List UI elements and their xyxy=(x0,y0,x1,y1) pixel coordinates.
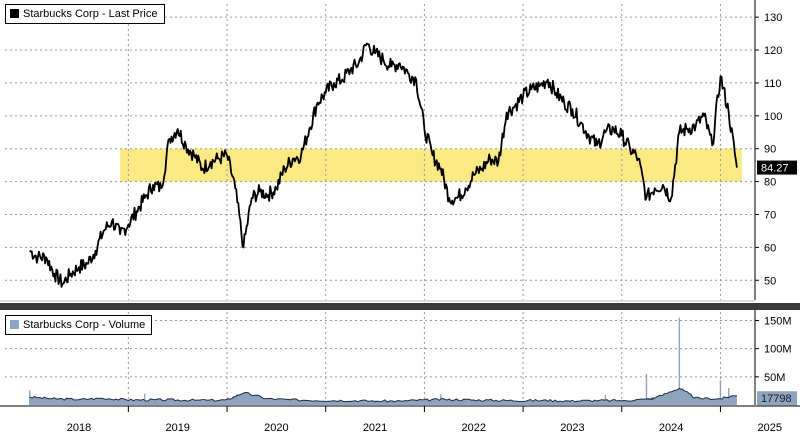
price-y-tick-label: 60 xyxy=(764,242,776,254)
price-y-tick-label: 100 xyxy=(764,111,782,123)
panel-separator xyxy=(0,303,800,310)
volume-legend-label: Starbucks Corp - Volume xyxy=(23,319,146,331)
volume-area xyxy=(29,388,737,405)
volume-panel: 50M 100M 150M 17798 xyxy=(0,310,800,407)
volume-y-tick-label: 150M xyxy=(764,315,792,327)
price-legend: Starbucks Corp - Last Price xyxy=(5,4,165,24)
price-y-tick-label: 90 xyxy=(764,144,776,156)
price-line xyxy=(29,42,738,288)
x-axis: 2018 2019 2020 2021 2022 2023 2024 2025 xyxy=(67,406,782,434)
price-legend-swatch xyxy=(10,9,19,18)
price-legend-label: Starbucks Corp - Last Price xyxy=(23,8,158,20)
x-tick-label: 2018 xyxy=(67,422,91,434)
highlight-band xyxy=(120,148,742,182)
x-tick-label: 2020 xyxy=(264,422,288,434)
price-y-tick-label: 110 xyxy=(764,78,782,90)
price-y-tick-label: 80 xyxy=(764,177,776,189)
last-volume-marker xyxy=(757,391,797,406)
last-volume-label: 17798 xyxy=(761,393,792,405)
x-tick-label: 2019 xyxy=(165,422,189,434)
last-price-label: 84.27 xyxy=(761,163,789,175)
volume-y-tick-label: 50M xyxy=(764,372,785,384)
price-y-tick-label: 120 xyxy=(764,45,782,57)
price-y-tick-label: 70 xyxy=(764,209,776,221)
x-tick-label: 2024 xyxy=(659,422,683,434)
x-tick-label: 2025 xyxy=(758,422,782,434)
volume-legend-swatch xyxy=(10,320,19,329)
volume-legend: Starbucks Corp - Volume xyxy=(5,315,153,335)
price-panel: 50 60 70 80 90 100 110 120 130 84.27 xyxy=(0,0,797,302)
last-price-marker xyxy=(757,160,797,175)
price-y-tick-label: 130 xyxy=(764,12,782,24)
price-y-tick-label: 50 xyxy=(764,275,776,287)
x-tick-label: 2021 xyxy=(363,422,387,434)
volume-line xyxy=(29,387,738,403)
volume-y-tick-label: 100M xyxy=(764,344,792,356)
x-tick-label: 2023 xyxy=(560,422,584,434)
x-tick-label: 2022 xyxy=(462,422,486,434)
